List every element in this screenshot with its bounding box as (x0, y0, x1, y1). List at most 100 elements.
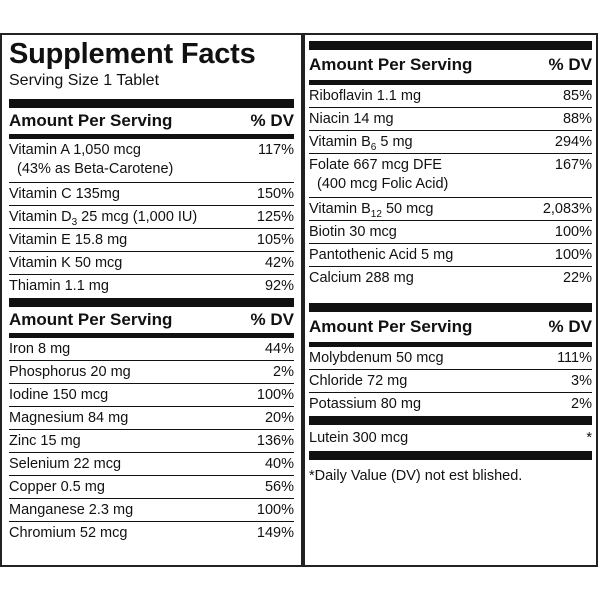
nutrient-dv: 150% (256, 186, 294, 202)
nutrient-name: Vitamin B12 50 mcg (309, 201, 434, 220)
dv-header: % DV (250, 310, 294, 329)
nutrient-name: Niacin 14 mg (309, 111, 394, 127)
table-header: Amount Per Serving % DV (309, 50, 592, 80)
thick-rule (309, 451, 592, 460)
dv-header: % DV (548, 55, 592, 74)
nutrient-row: Pantothenic Acid 5 mg 100% (309, 244, 592, 267)
nutrient-dv: 3% (571, 373, 592, 389)
nutrient-name: Selenium 22 mcg (9, 456, 122, 472)
nutrient-dv: 167% (554, 157, 592, 173)
nutrient-row: Vitamin D3 25 mcg (1,000 IU) 125% (9, 206, 294, 229)
nutrient-row: Riboflavin 1.1 mg 85% (309, 85, 592, 108)
nutrient-dv: 105% (256, 232, 294, 248)
mineral-row: Chloride 72 mg 3% (309, 370, 592, 393)
mineral-row: Molybdenum 50 mcg 111% (309, 347, 592, 370)
nutrient-row: Calcium 288 mg 22% (309, 267, 592, 289)
thick-rule (309, 416, 592, 425)
mineral-row: Magnesium 84 mg 20% (9, 407, 294, 430)
panel-title: Supplement Facts (9, 38, 256, 70)
nutrient-name: Iodine 150 mcg (9, 387, 109, 403)
thick-rule (9, 298, 294, 307)
nutrient-name: Magnesium 84 mg (9, 410, 129, 426)
nutrient-dv: 22% (562, 270, 592, 286)
nutrient-row: Biotin 30 mcg 100% (309, 221, 592, 244)
nutrient-dv: 2% (273, 364, 294, 380)
nutrient-dv: 117% (257, 142, 294, 158)
nutrient-name: Calcium 288 mg (309, 270, 414, 286)
nutrient-dv: 100% (554, 247, 592, 263)
nutrient-row: Vitamin A 1,050 mcg (43% as Beta-Caroten… (9, 139, 294, 183)
nutrient-name: Chromium 52 mcg (9, 525, 128, 541)
nutrient-row: Folate 667 mcg DFE (400 mcg Folic Acid) … (309, 154, 592, 198)
nutrient-subnote: (43% as Beta-Carotene) (17, 161, 174, 177)
nutrient-dv: 100% (256, 387, 294, 403)
nutrient-dv: 2,083% (542, 201, 592, 217)
mineral-row: Manganese 2.3 mg 100% (9, 499, 294, 522)
right-column: Amount Per Serving % DV Riboflavin 1.1 m… (309, 33, 592, 486)
nutrient-row: Thiamin 1.1 mg 92% (9, 275, 294, 297)
daily-value-footnote: *Daily Value (DV) not est blished. (309, 468, 523, 484)
nutrient-dv: 294% (554, 134, 592, 150)
nutrient-name: Zinc 15 mg (9, 433, 81, 449)
nutrient-dv: 56% (264, 479, 294, 495)
nutrient-name: Vitamin C 135mg (9, 186, 120, 202)
mineral-row: Chromium 52 mcg 149% (9, 522, 294, 544)
nutrient-row: Vitamin E 15.8 mg 105% (9, 229, 294, 252)
nutrient-name: Vitamin B6 5 mg (309, 134, 413, 153)
dv-header: % DV (250, 111, 294, 130)
nutrient-name: Vitamin E 15.8 mg (9, 232, 128, 248)
mineral-row: Iron 8 mg 44% (9, 338, 294, 361)
nutrient-dv: 44% (264, 341, 294, 357)
nutrient-row: Vitamin B6 5 mg 294% (309, 131, 592, 154)
nutrient-name: Potassium 80 mg (309, 396, 422, 412)
nutrient-dv: 100% (256, 502, 294, 518)
nutrient-name: Copper 0.5 mg (9, 479, 105, 495)
nutrient-dv: 20% (264, 410, 294, 426)
dv-header: % DV (548, 317, 592, 336)
amount-header: Amount Per Serving (309, 55, 473, 74)
mineral-row: Zinc 15 mg 136% (9, 430, 294, 453)
mineral-row: Iodine 150 mcg 100% (9, 384, 294, 407)
nutrient-subnote: (400 mcg Folic Acid) (317, 176, 449, 192)
nutrient-dv: 149% (256, 525, 294, 541)
nutrient-dv: 136% (256, 433, 294, 449)
medium-rule (309, 342, 592, 347)
nutrient-name: Biotin 30 mcg (309, 224, 397, 240)
nutrient-dv: 92% (264, 278, 294, 294)
nutrient-name: Riboflavin 1.1 mg (309, 88, 422, 104)
nutrient-name: Lutein 300 mcg (309, 430, 409, 446)
nutrient-name: Molybdenum 50 mcg (309, 350, 444, 366)
medium-rule (9, 333, 294, 338)
nutrient-name: Vitamin K 50 mcg (9, 255, 123, 271)
mineral-row: Potassium 80 mg 2% (309, 393, 592, 415)
nutrient-dv: 111% (557, 350, 592, 366)
other-ingredient-row: Lutein 300 mcg * (309, 425, 592, 449)
nutrient-row: Vitamin B12 50 mcg 2,083% (309, 198, 592, 221)
medium-rule (309, 80, 592, 85)
nutrient-name: Chloride 72 mg (309, 373, 408, 389)
thick-rule (309, 303, 592, 312)
nutrient-dv: 100% (554, 224, 592, 240)
nutrient-name: Vitamin A 1,050 mcg (9, 142, 141, 158)
nutrient-row: Niacin 14 mg 88% (309, 108, 592, 131)
nutrient-dv: 88% (562, 111, 592, 127)
left-column: Supplement Facts Serving Size 1 Tablet A… (9, 33, 294, 544)
amount-header: Amount Per Serving (9, 111, 173, 130)
nutrient-dv: 125% (256, 209, 294, 225)
thick-rule (309, 41, 592, 50)
table-header: Amount Per Serving % DV (9, 307, 294, 333)
amount-header: Amount Per Serving (9, 310, 173, 329)
nutrient-row: Vitamin K 50 mcg 42% (9, 252, 294, 275)
mineral-row: Copper 0.5 mg 56% (9, 476, 294, 499)
table-header: Amount Per Serving % DV (309, 312, 592, 342)
nutrient-name: Phosphorus 20 mg (9, 364, 131, 380)
nutrient-dv: 42% (264, 255, 294, 271)
table-header: Amount Per Serving % DV (9, 108, 294, 134)
column-divider (301, 33, 305, 567)
nutrient-name: Thiamin 1.1 mg (9, 278, 109, 294)
nutrient-dv: * (586, 430, 592, 446)
nutrient-name: Pantothenic Acid 5 mg (309, 247, 454, 263)
nutrient-dv: 85% (562, 88, 592, 104)
nutrient-row: Vitamin C 135mg 150% (9, 183, 294, 206)
serving-size: Serving Size 1 Tablet (9, 72, 160, 89)
